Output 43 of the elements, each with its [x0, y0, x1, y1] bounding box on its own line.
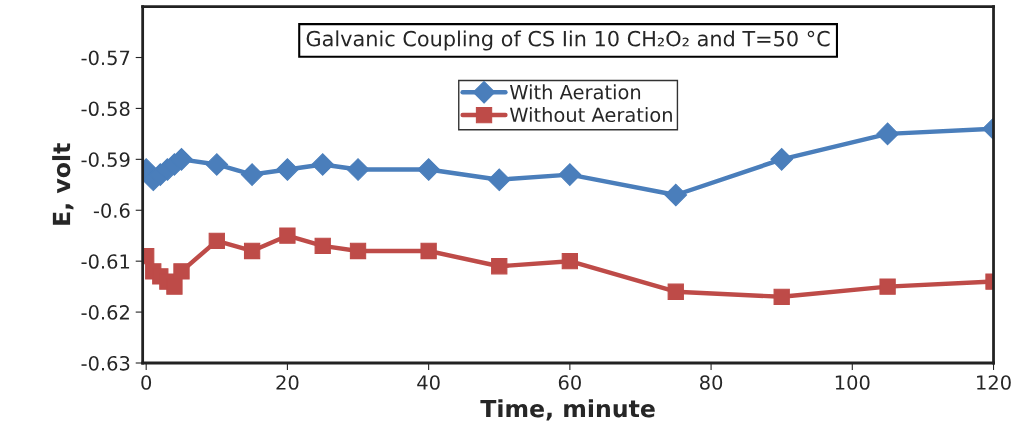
- y-tick-label: -0.61: [81, 254, 130, 269]
- point: [166, 278, 183, 295]
- point: [349, 242, 367, 260]
- point: [491, 258, 508, 275]
- point: [208, 232, 225, 249]
- point: [664, 183, 688, 207]
- x-tick-label: 100: [835, 375, 870, 390]
- y-axis-title: E, volt: [52, 143, 74, 225]
- y-tick-label: -0.6: [93, 203, 130, 218]
- legend-label: Without Aeration: [509, 107, 672, 123]
- point: [667, 283, 684, 300]
- legend-label: With Aeration: [509, 84, 641, 100]
- point: [311, 153, 335, 176]
- point: [173, 263, 190, 280]
- point: [879, 278, 896, 295]
- x-tick-label: 60: [558, 375, 581, 390]
- point: [314, 237, 331, 255]
- x-axis-title: Time, minute: [480, 399, 655, 421]
- point: [243, 242, 261, 260]
- x-tick-label: 40: [417, 375, 440, 390]
- point: [346, 158, 370, 181]
- point: [561, 253, 579, 270]
- y-tick-label: -0.57: [81, 50, 130, 66]
- y-tick-label: -0.63: [81, 355, 130, 371]
- x-tick-label: 20: [276, 375, 299, 390]
- point: [279, 227, 296, 244]
- x-tick-label: 120: [977, 375, 1011, 390]
- point: [240, 163, 264, 186]
- point: [276, 158, 299, 181]
- point: [487, 168, 511, 192]
- point: [876, 122, 899, 146]
- point: [770, 148, 794, 171]
- y-tick-label: -0.58: [81, 101, 130, 117]
- x-tick-label: 0: [141, 375, 152, 390]
- point: [205, 153, 229, 176]
- point: [417, 158, 440, 181]
- point: [420, 242, 437, 260]
- y-tick-label: -0.59: [81, 152, 130, 168]
- text: Galvanic Coupling of CS Iin 10 CH₂O₂ and T=50 °C: [306, 30, 830, 51]
- y-tick-label: -0.62: [81, 305, 129, 320]
- point: [558, 163, 582, 186]
- x-tick-label: 80: [700, 375, 723, 390]
- point: [773, 288, 790, 305]
